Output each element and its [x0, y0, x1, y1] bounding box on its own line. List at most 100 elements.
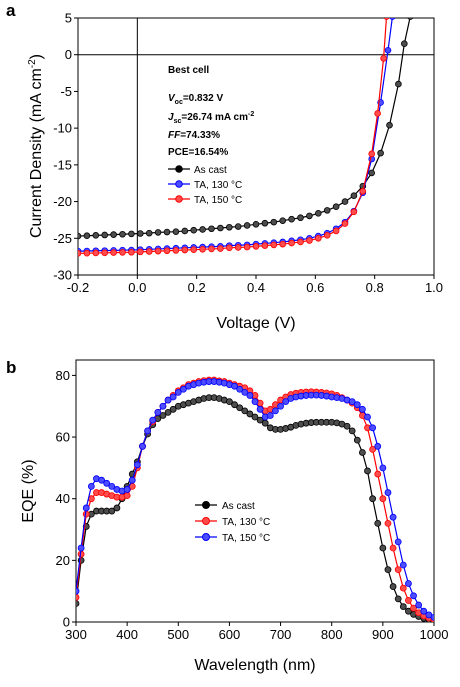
panel-a-point-as-cast [163, 228, 171, 236]
panel-a-point-ta-150-c [145, 248, 153, 255]
panel-a-point-ta-150-c [243, 243, 251, 251]
panel-b-point-ta-150-c [76, 587, 80, 595]
panel-b-y-tick-label: 20 [56, 553, 70, 568]
panel-a-point-ta-150-c [217, 245, 224, 252]
panel-a-point-as-cast [199, 226, 206, 233]
panel-a-x-tick-label: 1.0 [425, 280, 443, 295]
panel-b-point-as-cast [169, 405, 177, 413]
panel-b-point-as-cast [405, 607, 412, 615]
panel-a-x-tick-label: 0.8 [366, 280, 384, 295]
panel-a-point-ta-150-c [314, 234, 322, 242]
panel-a-point-ta-150-c [252, 243, 260, 250]
panel-a-point-as-cast [110, 231, 117, 238]
panel-a-point-ta-150-c [226, 244, 233, 252]
panel-b-point-as-cast [374, 519, 382, 527]
panel-a-x-axis-title: Voltage (V) [216, 315, 295, 332]
panel-b-point-ta-150-c [108, 482, 116, 490]
panel-a-point-ta-150-c [332, 227, 340, 235]
panel-a-y-tick-label: 5 [65, 11, 72, 26]
panel-a-point-ta-150-c [181, 246, 189, 254]
panel-a-point-ta-150-c [128, 248, 135, 256]
panel-b-point-ta-150-c [123, 486, 131, 493]
panel-b-point-ta-150-c [241, 388, 249, 396]
panel-b-point-ta-150-c [410, 592, 417, 600]
panel-a-letter: a [6, 1, 16, 20]
panel-a-y-tick-label: 0 [65, 47, 72, 62]
panel-a-point-as-cast [377, 149, 384, 157]
panel-a-point-ta-150-c [154, 247, 162, 255]
annotation-voc: Voc=0.832 V [168, 93, 223, 106]
panel-b-point-ta-150-c [358, 405, 366, 413]
panel-a-point-as-cast [252, 221, 260, 228]
panel-a-point-ta-150-c [288, 239, 295, 247]
panel-a-y-tick-label: -15 [53, 157, 72, 172]
panel-b-point-ta-150-c [159, 402, 167, 410]
panel-a-y-tick-label: -5 [60, 84, 72, 99]
voc-value: =0.832 V [183, 93, 224, 104]
panel-a-point-ta-150-c [306, 237, 313, 244]
panel-b-point-as-cast [348, 427, 356, 435]
panel-b-point-ta-150-c [256, 405, 264, 413]
panel-b-letter: b [6, 358, 16, 377]
jsc-symbol: J [168, 112, 174, 123]
panel-b-y-axis-title: EQE (%) [20, 459, 37, 522]
panel-a-point-ta-150-c [172, 247, 180, 254]
panel-b-x-tick-label: 600 [219, 627, 241, 642]
panel-b-series [76, 376, 434, 622]
panel-b-point-ta-150-c [415, 601, 423, 609]
panel-a-x-tick-label: 0.2 [188, 280, 206, 295]
panel-b-point-ta-130-c [394, 566, 402, 573]
panel-b-point-ta-130-c [384, 519, 392, 527]
panel-a-y-tick-label: -20 [53, 194, 72, 209]
panel-b-point-as-cast [226, 398, 233, 406]
panel-a-point-ta-150-c [234, 244, 242, 251]
panel-b-point-ta-150-c [364, 413, 371, 421]
jsc-subscript: sc [174, 118, 182, 125]
panel-b-point-ta-150-c [353, 401, 361, 409]
legend-label-ta150: TA, 150 °C [222, 533, 270, 544]
panel-a-point-as-cast [172, 228, 180, 235]
legend-marker-ta130 [175, 180, 183, 188]
panel-b-point-ta-150-c [348, 398, 356, 406]
panel-b-y-tick-label: 80 [56, 368, 70, 383]
panel-a-point-ta-150-c [323, 232, 331, 239]
panel-a-y-axis-title: Current Density (mA cm-2) [27, 54, 45, 238]
panel-b-point-ta-150-c [369, 424, 377, 432]
legend-marker-as-cast [202, 501, 210, 509]
panel-a-point-as-cast [368, 169, 376, 177]
panel-b-x-axis-title: Wavelength (nm) [194, 657, 315, 674]
panel-b-point-ta-150-c [399, 561, 407, 569]
annotation-ff: FF=74.33% [168, 130, 220, 141]
panel-b-point-as-cast [399, 603, 407, 610]
legend-marker-ta150 [175, 195, 183, 203]
panel-b-point-ta-150-c [179, 385, 187, 393]
panel-b-point-ta-150-c [246, 392, 254, 399]
panel-b-point-ta-130-c [123, 492, 131, 500]
panel-b-point-ta-150-c [82, 504, 90, 512]
panel-b-point-ta-150-c [282, 398, 290, 406]
panel-a-series-line-as-cast [78, 18, 411, 237]
panel-b-point-as-cast [343, 422, 351, 430]
panel-b-point-as-cast [159, 412, 167, 419]
panel-b-point-ta-150-c [420, 607, 428, 615]
panel-b-point-ta-150-c [154, 408, 162, 416]
panel-a-point-ta-150-c [92, 249, 100, 257]
jsc-superscript: -2 [248, 111, 254, 118]
panel-a-point-ta-150-c [297, 238, 304, 246]
panel-a-point-ta-150-c [78, 250, 82, 257]
panel-a-y-tick-label: -25 [53, 231, 72, 246]
panel-a-point-as-cast [279, 217, 287, 224]
panel-b-eqe-chart: b 300 400 500 600 700 800 900 1000 0 20 40 60 80 As … [6, 358, 448, 674]
panel-b-point-as-cast [113, 504, 121, 512]
panel-a-point-as-cast [83, 232, 91, 240]
panel-b-point-ta-150-c [236, 385, 244, 393]
panel-b-point-as-cast [353, 436, 361, 444]
panel-a-point-as-cast [261, 219, 269, 227]
panel-a-point-as-cast [181, 227, 189, 235]
panel-a-point-ta-150-c [137, 248, 144, 256]
panel-b-point-ta-150-c [272, 407, 279, 415]
panel-b-point-ta-150-c [77, 544, 85, 552]
jsc-value: =26.74 mA cm [181, 112, 248, 123]
panel-a-point-as-cast [407, 18, 414, 20]
panel-a-point-as-cast [386, 121, 393, 129]
